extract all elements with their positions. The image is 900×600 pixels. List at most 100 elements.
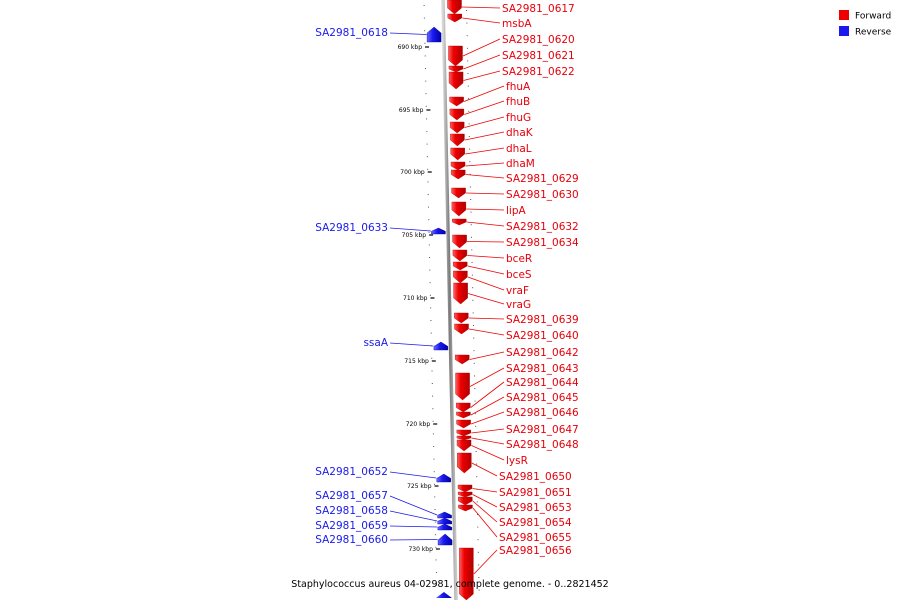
forward-gene-label[interactable]: SA2981_0644: [506, 377, 579, 389]
forward-gene-label[interactable]: SA2981_0656: [499, 545, 572, 557]
forward-gene-label[interactable]: fhuG: [506, 112, 531, 124]
reverse-gene-label[interactable]: SA2981_0618: [315, 27, 388, 39]
forward-gene-arrow[interactable]: [456, 419, 471, 429]
forward-gene-arrow[interactable]: [450, 161, 466, 171]
forward-gene-arrow[interactable]: [458, 504, 473, 512]
reverse-gene-label[interactable]: SA2981_0659: [315, 520, 388, 532]
forward-gene-arrow[interactable]: [449, 108, 465, 121]
forward-gene-label[interactable]: SA2981_0629: [506, 173, 579, 185]
forward-gene-label[interactable]: SA2981_0630: [506, 189, 579, 201]
forward-gene-label[interactable]: SA2981_0621: [502, 50, 575, 62]
forward-gene-arrow[interactable]: [457, 452, 472, 474]
forward-gene-arrow[interactable]: [447, 13, 463, 23]
minor-tick: [466, 35, 468, 37]
forward-gene-label[interactable]: vraF: [506, 285, 529, 297]
forward-gene-arrow[interactable]: [455, 372, 470, 401]
forward-gene-label[interactable]: SA2981_0642: [506, 347, 579, 359]
reverse-gene-arrow[interactable]: [437, 511, 452, 519]
forward-gene-label[interactable]: SA2981_0622: [502, 66, 575, 78]
forward-gene-arrow[interactable]: [456, 429, 472, 437]
forward-label-connector: [464, 131, 505, 141]
forward-gene-label[interactable]: bceR: [506, 253, 532, 265]
forward-gene-arrow[interactable]: [451, 187, 466, 199]
forward-gene-arrow[interactable]: [454, 354, 470, 365]
reverse-gene-arrow[interactable]: [437, 517, 452, 525]
forward-gene-arrow[interactable]: [456, 402, 471, 413]
forward-gene-label[interactable]: SA2981_0620: [502, 34, 575, 46]
forward-gene-arrow[interactable]: [451, 201, 467, 217]
forward-gene-arrow[interactable]: [452, 234, 467, 249]
forward-gene-arrow[interactable]: [457, 484, 473, 493]
forward-gene-label[interactable]: SA2981_0617: [502, 3, 575, 15]
minor-tick: [468, 110, 470, 112]
forward-gene-arrow[interactable]: [453, 270, 468, 284]
forward-gene-label[interactable]: SA2981_0648: [506, 439, 579, 451]
reverse-gene-label[interactable]: SA2981_0652: [315, 466, 388, 478]
forward-gene-arrow[interactable]: [456, 439, 472, 452]
reverse-gene-label[interactable]: ssaA: [363, 337, 388, 349]
reverse-gene-label[interactable]: SA2981_0657: [315, 490, 388, 502]
forward-gene-label[interactable]: SA2981_0645: [506, 392, 579, 404]
forward-gene-label[interactable]: SA2981_0647: [506, 424, 579, 436]
genome-backbone: [441, 0, 458, 600]
minor-tick: [471, 274, 473, 276]
reverse-gene-label[interactable]: SA2981_0658: [315, 505, 388, 517]
forward-gene-arrow[interactable]: [449, 121, 465, 134]
forward-gene-label[interactable]: SA2981_0643: [506, 363, 579, 375]
forward-gene-arrow[interactable]: [458, 496, 473, 506]
forward-gene-arrow[interactable]: [453, 282, 468, 305]
forward-gene-label[interactable]: SA2981_0640: [506, 330, 579, 342]
forward-gene-label[interactable]: vraG: [506, 299, 531, 311]
forward-gene-label[interactable]: SA2981_0634: [506, 237, 579, 249]
forward-gene-arrow[interactable]: [452, 261, 468, 271]
reverse-gene-label[interactable]: SA2981_0660: [315, 534, 388, 546]
forward-gene-label[interactable]: fhuA: [506, 81, 531, 93]
forward-gene-arrow[interactable]: [448, 71, 464, 90]
reverse-gene-arrow[interactable]: [435, 592, 452, 598]
forward-gene-arrow[interactable]: [450, 133, 465, 147]
forward-gene-arrow[interactable]: [452, 249, 468, 262]
forward-gene-arrow[interactable]: [457, 491, 473, 498]
forward-gene-label[interactable]: SA2981_0639: [506, 314, 579, 326]
forward-gene-label[interactable]: fhuB: [506, 96, 530, 108]
forward-gene-label[interactable]: lysR: [506, 455, 528, 467]
forward-gene-arrow[interactable]: [454, 312, 469, 324]
forward-gene-label[interactable]: lipA: [506, 205, 526, 217]
forward-label-connector: [472, 500, 498, 523]
forward-gene-arrow[interactable]: [450, 147, 465, 161]
minor-tick: [471, 236, 473, 238]
forward-gene-arrow[interactable]: [456, 411, 471, 419]
forward-gene-arrow[interactable]: [449, 96, 464, 107]
forward-gene-arrow[interactable]: [454, 323, 469, 335]
legend-swatch-reverse: [839, 26, 849, 36]
reverse-gene-arrow[interactable]: [431, 227, 446, 235]
forward-gene-label[interactable]: SA2981_0653: [499, 502, 572, 514]
reverse-gene-arrow[interactable]: [437, 523, 453, 531]
forward-gene-label[interactable]: msbA: [502, 18, 532, 30]
forward-gene-label[interactable]: SA2981_0632: [506, 221, 579, 233]
forward-gene-arrow[interactable]: [447, 0, 462, 15]
reverse-gene-arrow[interactable]: [426, 26, 442, 43]
forward-gene-label[interactable]: SA2981_0650: [499, 471, 572, 483]
forward-gene-label[interactable]: bceS: [506, 269, 532, 281]
forward-gene-arrow[interactable]: [456, 435, 472, 441]
forward-gene-arrow[interactable]: [452, 218, 467, 226]
reverse-gene-arrow[interactable]: [436, 473, 451, 483]
forward-gene-label[interactable]: dhaK: [506, 127, 534, 139]
forward-gene-label[interactable]: SA2981_0655: [499, 532, 572, 544]
forward-gene-label[interactable]: SA2981_0646: [506, 407, 579, 419]
forward-label-connector: [471, 462, 498, 477]
reverse-gene-label[interactable]: SA2981_0633: [315, 222, 388, 234]
forward-gene-arrow[interactable]: [448, 65, 464, 73]
forward-gene-arrow[interactable]: [448, 45, 463, 67]
forward-gene-label[interactable]: dhaM: [506, 158, 535, 170]
reverse-gene-arrow[interactable]: [433, 341, 449, 351]
forward-gene-arrow[interactable]: [459, 547, 474, 600]
forward-gene-label[interactable]: dhaL: [506, 143, 532, 155]
forward-gene-label[interactable]: SA2981_0651: [499, 487, 572, 499]
minor-tick: [427, 194, 429, 195]
forward-gene-arrow[interactable]: [450, 169, 466, 180]
reverse-gene-arrow[interactable]: [437, 533, 453, 546]
minor-tick: [432, 395, 434, 397]
forward-gene-label[interactable]: SA2981_0654: [499, 517, 572, 529]
